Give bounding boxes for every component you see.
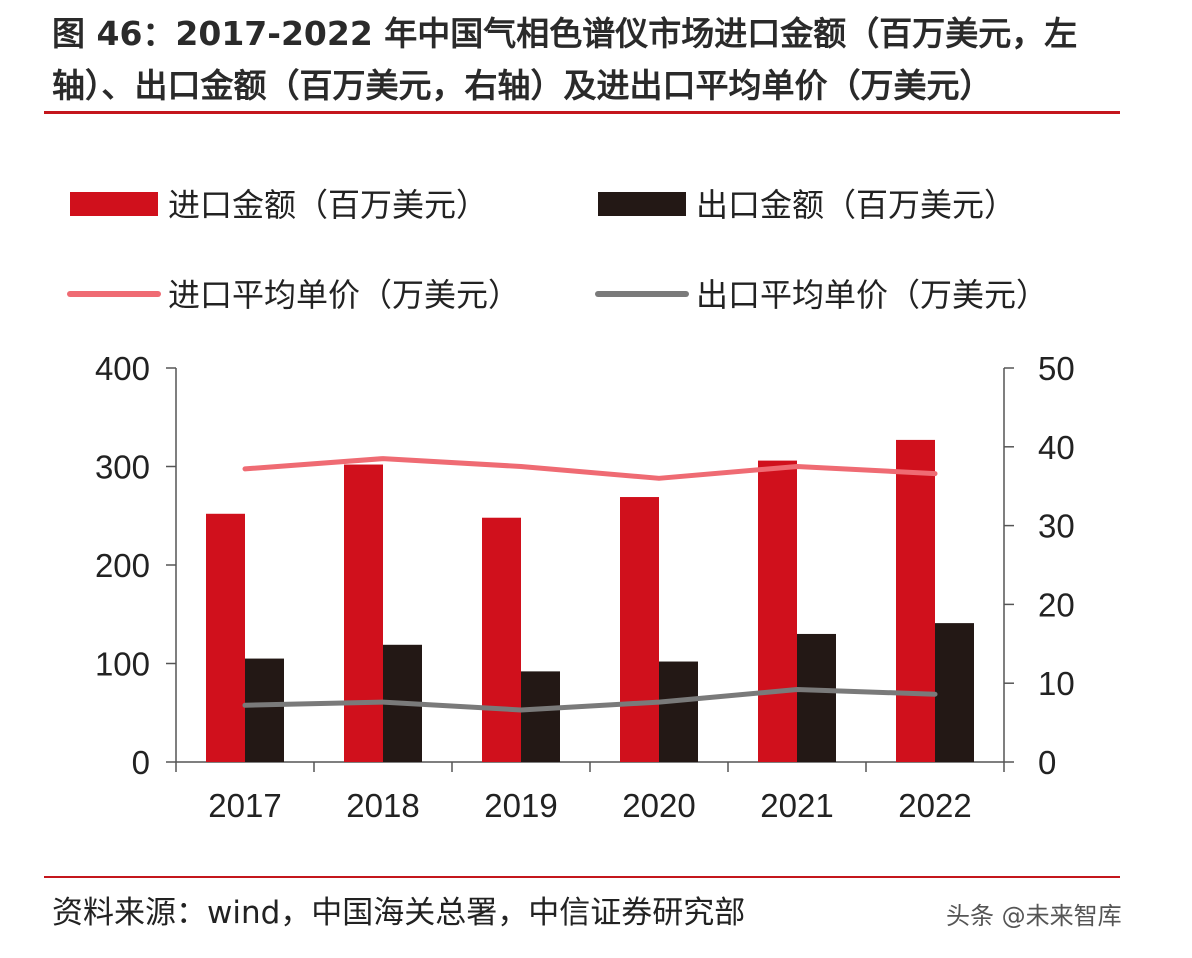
export-amount-bar xyxy=(659,661,698,762)
x-tick-label: 2017 xyxy=(208,787,281,824)
left-tick-label: 100 xyxy=(95,646,150,683)
legend-label-import-amount: 进口金额（百万美元） xyxy=(168,186,488,224)
export-amount-bar xyxy=(245,658,284,762)
import-price-line xyxy=(242,456,938,481)
x-tick-label: 2019 xyxy=(484,787,557,824)
bars xyxy=(206,439,974,762)
legend: 进口金额（百万美元） 出口金额（百万美元） 进口平均单价（万美元） 出口平均单价… xyxy=(67,186,1048,314)
right-tick-label: 40 xyxy=(1038,429,1075,466)
source-note: 资料来源：wind，中国海关总署，中信证券研究部 xyxy=(52,895,746,931)
x-tick-label: 2021 xyxy=(760,787,833,824)
import-amount-bar xyxy=(896,439,935,762)
legend-label-export-price: 出口平均单价（万美元） xyxy=(696,276,1048,314)
source-rule xyxy=(44,876,1120,878)
export-amount-bar xyxy=(797,633,836,762)
export-amount-bar xyxy=(935,623,974,762)
import-amount-bar xyxy=(620,497,659,762)
legend-swatch-import-amount xyxy=(70,192,158,216)
import-amount-bar xyxy=(344,464,383,762)
export-price-line xyxy=(242,687,938,713)
right-tick-label: 20 xyxy=(1038,586,1075,623)
chart: 进口金额（百万美元） 出口金额（百万美元） 进口平均单价（万美元） 出口平均单价… xyxy=(67,186,1075,824)
export-amount-bar xyxy=(521,671,560,762)
x-tick-label: 2022 xyxy=(898,787,971,824)
x-tick-label: 2020 xyxy=(622,787,695,824)
left-tick-label: 0 xyxy=(132,744,150,781)
right-tick-label: 50 xyxy=(1038,350,1075,387)
lines xyxy=(242,456,938,713)
legend-label-export-amount: 出口金额（百万美元） xyxy=(696,186,1016,224)
legend-label-import-price: 进口平均单价（万美元） xyxy=(168,276,520,314)
left-tick-label: 400 xyxy=(95,350,150,387)
right-tick-label: 10 xyxy=(1038,665,1075,702)
import-amount-bar xyxy=(482,517,521,762)
import-amount-bar xyxy=(206,513,245,762)
chart-title: 图 46：2017-2022 年中国气相色谱仪市场进口金额（百万美元，左轴）、出… xyxy=(52,14,1078,105)
watermark: 头条 @未来智库 xyxy=(946,902,1122,930)
left-tick-label: 300 xyxy=(95,449,150,486)
import-amount-bar xyxy=(758,460,797,762)
x-tick-label: 2018 xyxy=(346,787,419,824)
right-tick-label: 0 xyxy=(1038,744,1056,781)
left-tick-label: 200 xyxy=(95,547,150,584)
right-tick-label: 30 xyxy=(1038,508,1075,545)
legend-swatch-export-amount xyxy=(598,192,686,216)
title-rule xyxy=(44,111,1120,114)
